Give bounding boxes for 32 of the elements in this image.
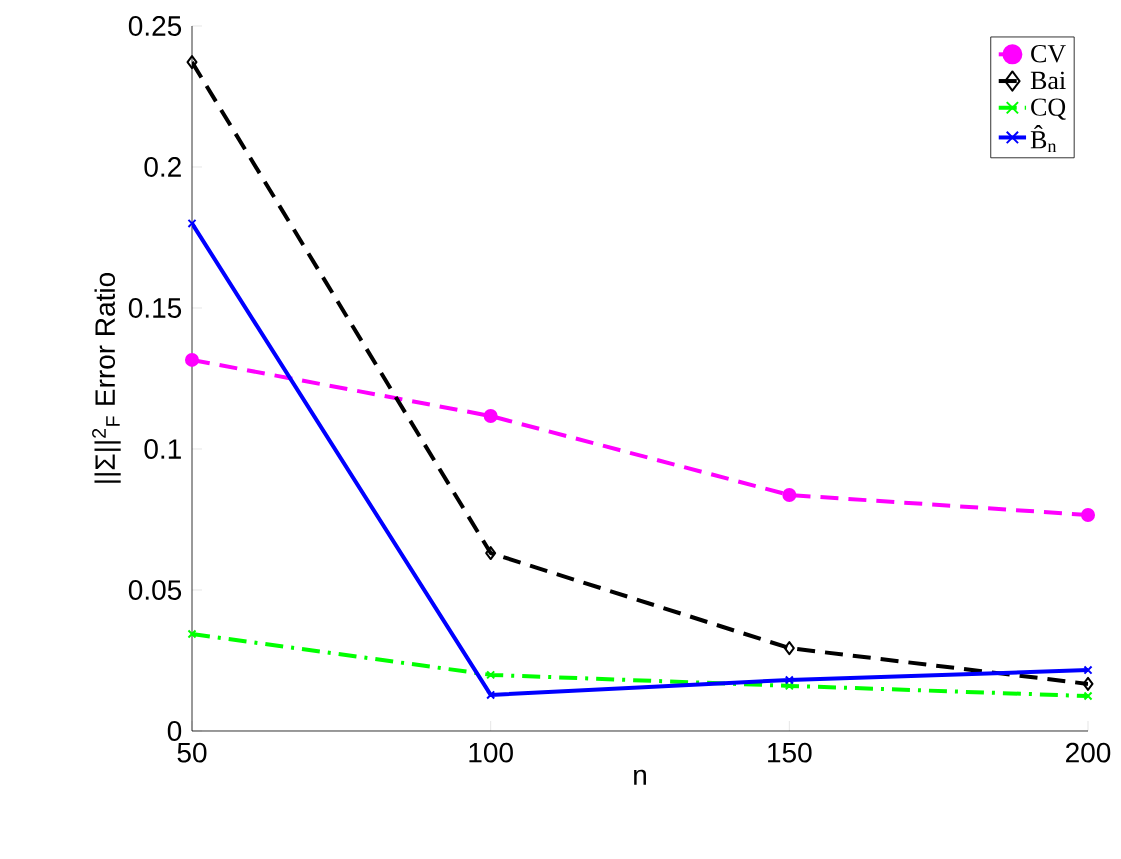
point — [187, 218, 197, 228]
y-tick-label: 0.05 — [128, 580, 182, 600]
y-tick-label: 0 — [167, 721, 182, 741]
point — [186, 55, 198, 70]
y-tick-label: 0.1 — [144, 439, 181, 459]
legend-label: B̂$_{n}$ — [1030, 125, 1057, 153]
x-tick-label: 200 — [1066, 742, 1111, 763]
point — [1083, 691, 1093, 701]
point — [784, 675, 794, 685]
y-axis-title: ||Σ||$^{2}$$_{F}$ Error Ratio — [92, 273, 121, 483]
point — [783, 641, 795, 656]
point — [782, 487, 797, 502]
x-axis-title: n — [634, 769, 646, 785]
y-tick-label: 0.25 — [128, 16, 182, 36]
x-tick-label: 150 — [768, 742, 812, 763]
point — [1083, 665, 1093, 675]
point — [485, 546, 497, 561]
point — [187, 629, 197, 639]
point — [483, 409, 498, 423]
x-tick-label: 100 — [469, 742, 513, 763]
legend-label: Bai — [1030, 71, 1066, 90]
y-tick-label: 0.15 — [128, 298, 182, 318]
point — [486, 690, 496, 700]
x-tick-label: 50 — [177, 742, 207, 763]
legend-label: CQ — [1031, 98, 1066, 120]
point — [784, 681, 794, 691]
point — [185, 352, 199, 367]
point — [1082, 676, 1094, 691]
legend-label: CV — [1031, 44, 1066, 63]
point — [1081, 507, 1096, 522]
y-tick-label: 0.2 — [144, 157, 181, 177]
point — [486, 670, 496, 680]
